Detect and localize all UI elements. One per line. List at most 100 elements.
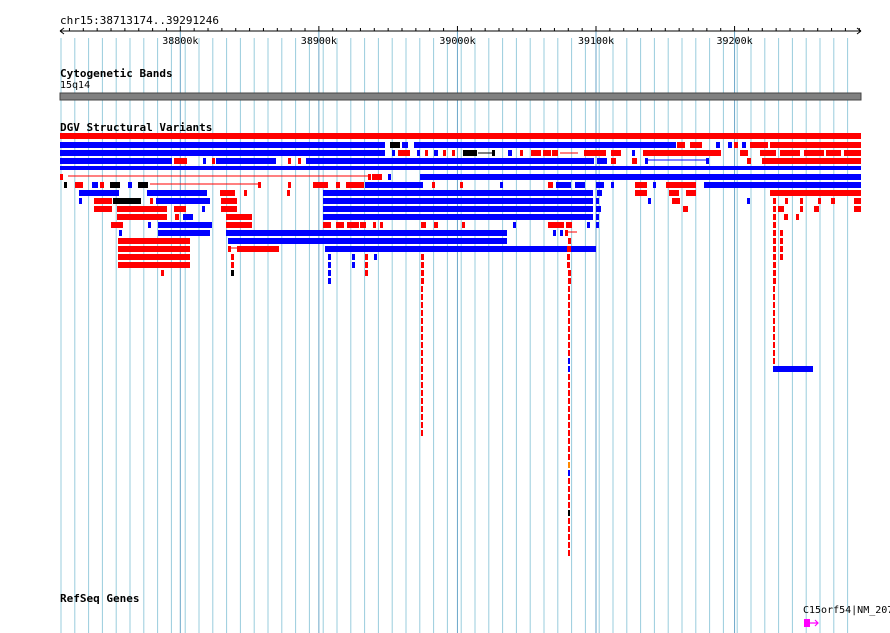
sv-loss-feature[interactable] [60, 150, 385, 156]
sv-gain-feature[interactable] [568, 342, 570, 348]
sv-gain-feature[interactable] [584, 150, 606, 156]
sv-gain-feature[interactable] [760, 150, 776, 156]
sv-gain-feature[interactable] [568, 278, 571, 284]
sv-gain-feature[interactable] [844, 150, 861, 156]
sv-gain-feature[interactable] [672, 198, 680, 204]
sv-gain-feature[interactable] [773, 286, 775, 292]
sv-gain-feature[interactable] [568, 454, 570, 460]
sv-gain-feature[interactable] [773, 254, 776, 260]
sv-gain-feature[interactable] [635, 190, 647, 196]
sv-gain-feature[interactable] [421, 278, 424, 284]
sv-gain-feature[interactable] [421, 382, 423, 388]
gene-label[interactable]: C15orf54|NM_207 [803, 605, 890, 616]
sv-gain-feature[interactable] [854, 198, 861, 204]
sv-gain-feature[interactable] [520, 150, 523, 156]
sv-gain-feature[interactable] [750, 142, 768, 148]
sv-gain-feature[interactable] [365, 270, 368, 276]
sv-gain-feature[interactable] [421, 310, 423, 316]
sv-feature[interactable] [138, 182, 148, 188]
sv-loss-feature[interactable] [653, 182, 656, 188]
sv-gain-feature[interactable] [443, 150, 446, 156]
sv-gain-feature[interactable] [212, 158, 215, 164]
sv-gain-feature[interactable] [773, 230, 776, 236]
sv-gain-feature[interactable] [161, 270, 164, 276]
sv-gain-feature[interactable] [425, 150, 428, 156]
sv-loss-feature[interactable] [500, 182, 503, 188]
sv-loss-feature[interactable] [226, 230, 507, 236]
sv-loss-feature[interactable] [374, 254, 377, 260]
sv-gain-feature[interactable] [780, 246, 783, 252]
sv-gain-feature[interactable] [346, 182, 364, 188]
sv-loss-feature[interactable] [402, 142, 408, 148]
sv-gain-feature[interactable] [567, 254, 570, 260]
sv-gain-feature[interactable] [567, 246, 571, 252]
sv-loss-feature[interactable] [147, 190, 207, 196]
sv-feature[interactable] [231, 270, 234, 276]
sv-gain-feature[interactable] [421, 398, 423, 404]
sv-gain-feature[interactable] [677, 142, 685, 148]
sv-gain-feature[interactable] [421, 334, 423, 340]
sv-gain-feature[interactable] [432, 182, 435, 188]
sv-gain-feature[interactable] [568, 238, 571, 244]
sv-gain-feature[interactable] [780, 254, 783, 260]
sv-loss-feature[interactable] [306, 158, 594, 164]
sv-gain-feature[interactable] [568, 382, 570, 388]
sv-gain-feature[interactable] [288, 182, 291, 188]
sv-gain-feature[interactable] [568, 350, 570, 356]
sv-loss-feature[interactable] [706, 158, 709, 164]
sv-gain-feature[interactable] [784, 214, 788, 220]
sv-loss-feature[interactable] [328, 262, 331, 268]
sv-loss-feature[interactable] [417, 150, 420, 156]
sv-gain-feature[interactable] [747, 158, 751, 164]
sv-loss-feature[interactable] [742, 142, 746, 148]
sv-gain-feature[interactable] [568, 526, 570, 532]
sv-gain-feature[interactable] [531, 150, 541, 156]
sv-loss-feature[interactable] [60, 166, 861, 170]
sv-gain-feature[interactable] [568, 550, 570, 556]
sv-loss-feature[interactable] [323, 190, 593, 196]
sv-gain-feature[interactable] [226, 214, 252, 220]
sv-gain-feature[interactable] [94, 206, 112, 212]
sv-gain-feature[interactable] [462, 222, 465, 228]
sv-gain-feature[interactable] [60, 133, 861, 139]
sv-gain-feature[interactable] [568, 398, 570, 404]
sv-gain-feature[interactable] [780, 238, 783, 244]
sv-gain-feature[interactable] [780, 230, 783, 236]
sv-loss-feature[interactable] [119, 230, 122, 236]
sv-gain-feature[interactable] [800, 198, 803, 204]
sv-loss-feature[interactable] [60, 158, 172, 164]
sv-gain-feature[interactable] [460, 182, 463, 188]
sv-feature[interactable] [64, 182, 67, 188]
sv-gain-feature[interactable] [360, 222, 366, 228]
sv-gain-feature[interactable] [568, 518, 570, 524]
sv-gain-feature[interactable] [421, 286, 423, 292]
sv-gain-feature[interactable] [220, 190, 235, 196]
sv-loss-feature[interactable] [513, 222, 516, 228]
sv-gain-feature[interactable] [552, 150, 558, 156]
sv-gain-feature[interactable] [175, 214, 179, 220]
gene-feature[interactable] [804, 618, 820, 628]
sv-gain-feature[interactable] [773, 206, 776, 212]
sv-gain-feature[interactable] [118, 238, 190, 244]
sv-gain-feature[interactable] [231, 262, 234, 268]
sv-gain-feature[interactable] [780, 150, 800, 156]
sv-loss-feature[interactable] [392, 150, 395, 156]
sv-gain-feature[interactable] [785, 198, 788, 204]
sv-gain-feature[interactable] [452, 150, 455, 156]
sv-gain-feature[interactable] [568, 414, 570, 420]
sv-gain-feature[interactable] [773, 302, 775, 308]
sv-gain-feature[interactable] [568, 478, 570, 484]
sv-gain-feature[interactable] [421, 318, 423, 324]
sv-loss-feature[interactable] [388, 174, 391, 180]
sv-gain-feature[interactable] [313, 182, 328, 188]
sv-gain-feature[interactable] [421, 254, 424, 260]
sv-gain-feature[interactable] [421, 350, 423, 356]
sv-gain-feature[interactable] [568, 494, 570, 500]
sv-gain-feature[interactable] [773, 326, 775, 332]
sv-gain-feature[interactable] [75, 182, 83, 188]
sv-gain-feature[interactable] [421, 326, 423, 332]
sv-gain-feature[interactable] [800, 206, 803, 212]
sv-loss-feature[interactable] [128, 182, 132, 188]
sv-gain-feature[interactable] [60, 174, 63, 180]
sv-gain-feature[interactable] [111, 222, 123, 228]
